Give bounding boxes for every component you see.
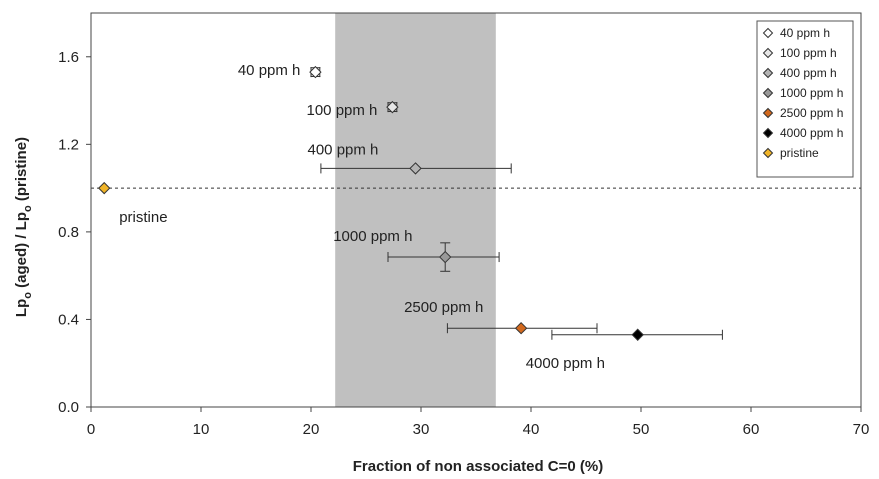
y-axis-title-sub-2: o <box>22 205 34 212</box>
data-point-1000-ppm-h <box>438 250 452 264</box>
y-tick-label: 0.0 <box>58 399 79 416</box>
shaded-region <box>335 13 496 407</box>
y-tick-label: 1.2 <box>58 136 79 153</box>
legend-marker-2500-ppm-h <box>762 107 774 119</box>
y-axis-title-lp-2: Lp <box>13 212 30 230</box>
data-point-2500-ppm-h <box>514 321 528 335</box>
y-axis-title-pristine: (pristine) <box>13 137 30 205</box>
y-axis-title-aged: (aged) / <box>13 230 30 292</box>
annotation-40-ppm-h: 40 ppm h <box>238 62 301 79</box>
data-point-100-ppm-h <box>386 100 399 114</box>
annotation-pristine: pristine <box>119 209 167 226</box>
x-axis-title: Fraction of non associated C=0 (%) <box>353 458 603 475</box>
legend-label-pristine: pristine <box>780 146 819 160</box>
data-point-400-ppm-h <box>409 162 422 175</box>
y-axis-title: Lpo (aged) / Lpo (pristine) <box>13 137 34 317</box>
y-tick-label: 1.6 <box>58 49 79 66</box>
legend-marker-400-ppm-h <box>762 67 774 79</box>
x-tick-label: 50 <box>633 421 650 438</box>
legend-box <box>756 20 854 178</box>
y-tick-label: 0.8 <box>58 224 79 241</box>
x-tick-label: 30 <box>413 421 430 438</box>
legend: 40 ppm h 100 ppm h 400 ppm h 1000 ppm h 2500… <box>756 20 854 178</box>
data-point-40-ppm-h <box>309 65 322 79</box>
data-point-4000-ppm-h <box>631 328 644 341</box>
legend-marker-4000-ppm-h <box>762 127 774 139</box>
legend-marker-40-ppm-h <box>762 27 774 39</box>
y-tick-label: 0.4 <box>58 311 79 328</box>
legend-label-2500-ppm-h: 2500 ppm h <box>780 106 843 120</box>
legend-marker-pristine <box>762 147 774 159</box>
plot-area: 0 10 20 30 40 50 60 70 0.0 0.4 0.8 1.2 1.6 40 ppm h 10… <box>58 12 870 438</box>
y-axis-title-lp: Lp <box>13 299 30 317</box>
legend-marker-100-ppm-h <box>762 47 774 59</box>
y-axis-title-sub: o <box>22 292 34 299</box>
x-tick-label: 20 <box>303 421 320 438</box>
legend-label-1000-ppm-h: 1000 ppm h <box>780 86 843 100</box>
annotation-1000-ppm-h: 1000 ppm h <box>333 228 412 245</box>
annotation-100-ppm-h: 100 ppm h <box>307 102 378 119</box>
x-tick-label: 70 <box>853 421 870 438</box>
plot-border <box>90 12 862 408</box>
annotation-4000-ppm-h: 4000 ppm h <box>526 355 605 372</box>
legend-label-40-ppm-h: 40 ppm h <box>780 26 830 40</box>
x-tick-label: 60 <box>743 421 760 438</box>
annotation-2500-ppm-h: 2500 ppm h <box>404 299 483 316</box>
data-point-pristine <box>97 181 111 195</box>
legend-label-100-ppm-h: 100 ppm h <box>780 46 837 60</box>
annotation-400-ppm-h: 400 ppm h <box>308 141 379 158</box>
legend-label-4000-ppm-h: 4000 ppm h <box>780 126 843 140</box>
x-tick-label: 0 <box>87 421 95 438</box>
legend-label-400-ppm-h: 400 ppm h <box>780 66 837 80</box>
x-tick-label: 40 <box>523 421 540 438</box>
x-tick-label: 10 <box>193 421 210 438</box>
legend-marker-1000-ppm-h <box>762 87 774 99</box>
